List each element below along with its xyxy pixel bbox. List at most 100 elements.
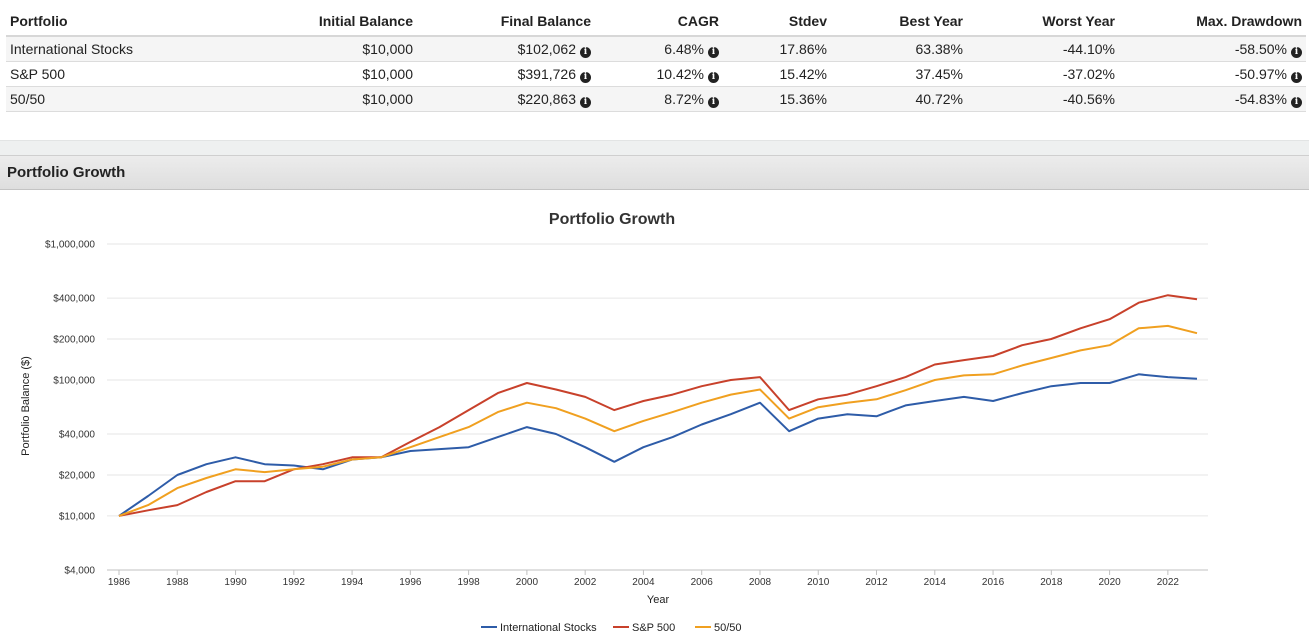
y-tick-label: $20,000 xyxy=(59,470,96,481)
cell-cagr-value: 10.42% xyxy=(656,65,704,82)
cell-final-balance: $102,062 i xyxy=(417,36,595,62)
cell-cagr: 6.48% i xyxy=(595,36,723,62)
section-divider xyxy=(0,140,1309,155)
legend-label: International Stocks xyxy=(500,622,597,634)
x-tick-label: 2018 xyxy=(1040,577,1063,588)
col-header-cagr[interactable]: CAGR xyxy=(595,11,723,37)
x-tick-label: 1996 xyxy=(399,577,422,588)
cell-max-drawdown: -50.97% i xyxy=(1119,61,1306,87)
y-tick-label: $400,000 xyxy=(53,294,95,305)
cell-portfolio: S&P 500 xyxy=(6,61,244,87)
x-tick-label: 1986 xyxy=(108,577,131,588)
x-tick-label: 2010 xyxy=(807,577,830,588)
y-axis-ticks: $4,000 $10,000 $20,000 $40,000 $100,000 $200,… xyxy=(45,240,95,577)
x-tick-label: 2020 xyxy=(1098,577,1121,588)
cell-stdev: 17.86% xyxy=(723,36,831,62)
x-axis-label: Year xyxy=(647,594,670,606)
cell-max-drawdown: -54.83% i xyxy=(1119,86,1306,112)
x-tick-label: 1988 xyxy=(166,577,189,588)
y-tick-label: $200,000 xyxy=(53,335,95,346)
cell-best-year: 63.38% xyxy=(831,36,967,62)
cell-cagr: 10.42% i xyxy=(595,61,723,87)
cell-max-drawdown: -58.50% i xyxy=(1119,36,1306,62)
x-tick-label: 2006 xyxy=(691,577,714,588)
cell-initial-balance: $10,000 xyxy=(244,61,417,87)
portfolio-growth-chart: Portfolio Growth $4,000 $10,000 $20,000 $40… xyxy=(20,211,1208,634)
cell-max-drawdown-value: -54.83% xyxy=(1234,90,1287,107)
x-axis-ticks: 1986 1988 1990 1992 1994 1996 1998 2000 2002 2004… xyxy=(108,570,1180,588)
chart-title: Portfolio Growth xyxy=(549,211,675,228)
table-row: International Stocks $10,000 $102,062 i 6… xyxy=(6,36,1306,62)
info-circle-icon[interactable]: i xyxy=(708,71,719,83)
cell-stdev: 15.42% xyxy=(723,61,831,87)
cell-final-balance-value: $220,863 xyxy=(517,90,576,107)
cell-portfolio: 50/50 xyxy=(6,86,244,112)
col-header-best-year[interactable]: Best Year xyxy=(831,11,967,37)
cell-best-year: 40.72% xyxy=(831,86,967,112)
info-circle-icon[interactable]: i xyxy=(1291,46,1302,58)
x-tick-label: 2014 xyxy=(924,577,947,588)
chart-legend: International Stocks S&P 500 50/50 xyxy=(481,622,742,634)
cell-initial-balance: $10,000 xyxy=(244,36,417,62)
info-circle-icon[interactable]: i xyxy=(580,71,591,83)
cell-final-balance-value: $102,062 xyxy=(517,40,576,57)
info-circle-icon[interactable]: i xyxy=(708,46,719,58)
col-header-worst-year[interactable]: Worst Year xyxy=(967,11,1119,37)
cell-portfolio: International Stocks xyxy=(6,36,244,62)
cell-max-drawdown-value: -58.50% xyxy=(1234,40,1287,57)
col-header-max-drawdown[interactable]: Max. Drawdown xyxy=(1119,11,1306,37)
series-line-s-p-500 xyxy=(118,294,1198,517)
info-circle-icon[interactable]: i xyxy=(580,46,591,58)
cell-max-drawdown-value: -50.97% xyxy=(1234,65,1287,82)
portfolio-summary-table: Portfolio Initial Balance Final Balance … xyxy=(6,11,1306,112)
cell-worst-year: -40.56% xyxy=(967,86,1119,112)
x-tick-label: 2000 xyxy=(516,577,539,588)
cell-stdev: 15.36% xyxy=(723,86,831,112)
y-tick-label: $10,000 xyxy=(59,511,96,522)
legend-label: 50/50 xyxy=(714,622,742,634)
info-circle-icon[interactable]: i xyxy=(708,96,719,108)
x-tick-label: 1992 xyxy=(283,577,306,588)
cell-worst-year: -44.10% xyxy=(967,36,1119,62)
x-tick-label: 1994 xyxy=(341,577,364,588)
cell-final-balance: $391,726 i xyxy=(417,61,595,87)
cell-final-balance: $220,863 i xyxy=(417,86,595,112)
series-lines xyxy=(118,294,1198,517)
x-tick-label: 1998 xyxy=(457,577,480,588)
cell-cagr-value: 6.48% xyxy=(664,40,704,57)
series-line-international-stocks xyxy=(118,373,1198,517)
y-tick-label: $40,000 xyxy=(59,430,96,441)
cell-worst-year: -37.02% xyxy=(967,61,1119,87)
legend-label: S&P 500 xyxy=(632,622,675,634)
x-tick-label: 2022 xyxy=(1157,577,1180,588)
info-circle-icon[interactable]: i xyxy=(580,96,591,108)
x-tick-label: 2004 xyxy=(632,577,655,588)
x-tick-label: 2008 xyxy=(749,577,772,588)
table-row: 50/50 $10,000 $220,863 i 8.72% i 15.36% 40… xyxy=(6,86,1306,112)
y-tick-label: $100,000 xyxy=(53,375,95,386)
cell-best-year: 37.45% xyxy=(831,61,967,87)
section-title: Portfolio Growth xyxy=(7,164,126,181)
cell-cagr: 8.72% i xyxy=(595,86,723,112)
grid-lines xyxy=(107,243,1208,517)
x-tick-label: 2016 xyxy=(982,577,1005,588)
info-circle-icon[interactable]: i xyxy=(1291,96,1302,108)
col-header-final-balance[interactable]: Final Balance xyxy=(417,11,595,37)
y-tick-label: $4,000 xyxy=(64,566,95,577)
cell-initial-balance: $10,000 xyxy=(244,86,417,112)
info-circle-icon[interactable]: i xyxy=(1291,71,1302,83)
cell-final-balance-value: $391,726 xyxy=(517,65,576,82)
col-header-stdev[interactable]: Stdev xyxy=(723,11,831,37)
portfolio-growth-section-header: Portfolio Growth xyxy=(0,155,1309,190)
col-header-portfolio[interactable]: Portfolio xyxy=(6,11,244,37)
x-tick-label: 2012 xyxy=(865,577,888,588)
table-row: S&P 500 $10,000 $391,726 i 10.42% i 15.42%… xyxy=(6,61,1306,87)
col-header-initial-balance[interactable]: Initial Balance xyxy=(244,11,417,37)
y-axis-label: Portfolio Balance ($) xyxy=(20,356,32,456)
x-tick-label: 1990 xyxy=(224,577,247,588)
cell-cagr-value: 8.72% xyxy=(664,90,704,107)
table-header-row: Portfolio Initial Balance Final Balance … xyxy=(6,11,1306,37)
x-tick-label: 2002 xyxy=(574,577,597,588)
y-tick-label: $1,000,000 xyxy=(45,240,95,251)
series-line-50-50 xyxy=(118,324,1198,517)
